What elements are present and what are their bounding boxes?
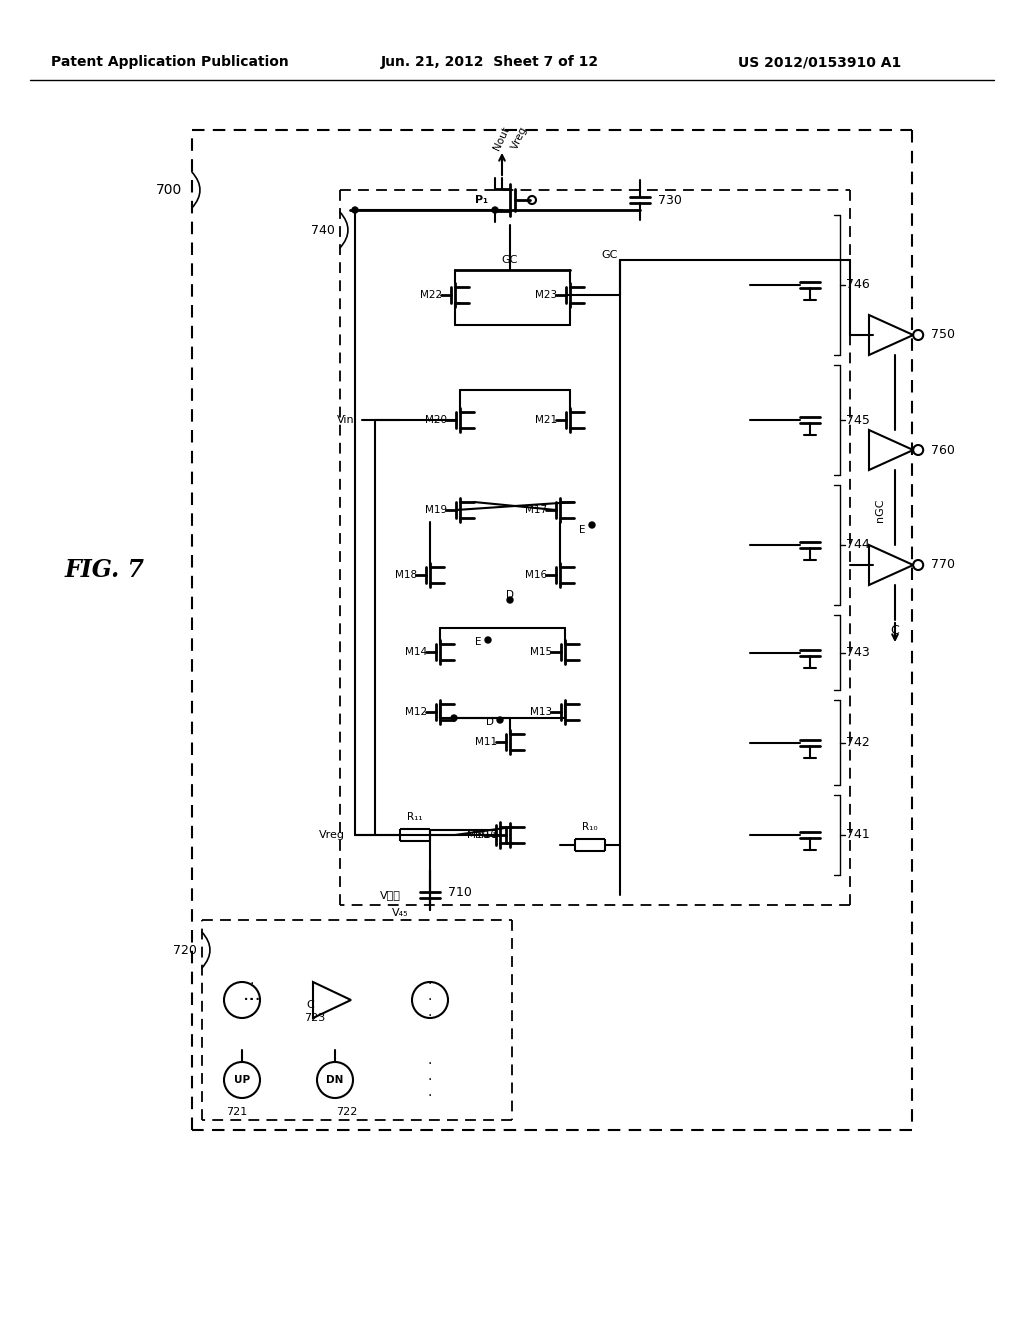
Text: P₁: P₁ [475,195,488,205]
Text: US 2012/0153910 A1: US 2012/0153910 A1 [738,55,901,69]
Text: 770: 770 [931,558,955,572]
Text: M17: M17 [525,506,547,515]
Text: 750: 750 [931,329,955,342]
Text: M23: M23 [535,290,557,300]
Text: M22: M22 [420,290,442,300]
Text: M14: M14 [404,647,427,657]
Text: FIG. 7: FIG. 7 [65,558,145,582]
Text: 745: 745 [846,413,870,426]
Text: M12: M12 [404,708,427,717]
Text: M16: M16 [525,570,547,579]
Text: 744: 744 [846,539,869,552]
Text: 743: 743 [846,645,869,659]
Circle shape [497,717,503,723]
Text: 730: 730 [658,194,682,206]
Text: GC: GC [502,255,518,265]
Text: 741: 741 [846,829,869,842]
Text: M19: M19 [425,506,447,515]
Text: R₁₁: R₁₁ [408,812,423,822]
Text: C: C [891,623,899,636]
Text: D: D [506,590,514,601]
Text: 710: 710 [449,887,472,899]
Circle shape [492,207,498,213]
Text: M11: M11 [475,737,497,747]
Circle shape [485,638,490,643]
Text: 722: 722 [336,1107,357,1117]
Text: M15: M15 [530,647,552,657]
Text: M13: M13 [530,708,552,717]
Text: Patent Application Publication: Patent Application Publication [51,55,289,69]
Text: D: D [486,717,494,727]
Text: nGC: nGC [874,498,885,521]
Text: ·
·
·: · · · [428,1057,432,1104]
Text: 742: 742 [846,737,869,748]
Text: Vreg: Vreg [319,830,345,840]
Text: 700: 700 [156,183,182,197]
Text: M21: M21 [535,414,557,425]
Text: DN: DN [327,1074,344,1085]
Text: M10: M10 [475,830,497,840]
Circle shape [589,521,595,528]
Text: Jun. 21, 2012  Sheet 7 of 12: Jun. 21, 2012 Sheet 7 of 12 [381,55,599,69]
Text: M20: M20 [425,414,447,425]
Text: 720: 720 [173,944,197,957]
Text: Nout: Nout [493,124,512,152]
Text: M10: M10 [467,830,489,840]
Text: 746: 746 [846,279,869,292]
Text: 723: 723 [304,1012,326,1023]
Text: Vreg: Vreg [510,125,529,150]
Text: E: E [475,638,481,647]
Text: 740: 740 [311,223,335,236]
Circle shape [451,715,457,721]
Text: C: C [306,1001,314,1010]
Text: M18: M18 [395,570,417,579]
Text: 760: 760 [931,444,955,457]
Text: Vin: Vin [337,414,355,425]
Text: UP: UP [233,1074,250,1085]
Circle shape [507,597,513,603]
Text: ·
·
·: · · · [428,977,432,1023]
Text: ···: ··· [243,990,261,1010]
Text: GC: GC [602,249,618,260]
Circle shape [352,207,358,213]
Text: VⲝⲚ: VⲝⲚ [380,890,400,900]
Text: 721: 721 [226,1107,248,1117]
Text: ·
·
·: · · · [250,977,254,1023]
Text: E: E [579,525,586,535]
Text: V₄₅: V₄₅ [392,908,409,917]
Text: R₁₀: R₁₀ [583,822,598,832]
